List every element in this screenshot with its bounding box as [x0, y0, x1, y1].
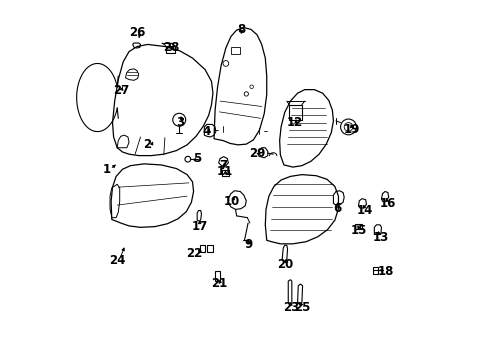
Text: 27: 27 — [112, 84, 129, 97]
Text: 1: 1 — [102, 163, 110, 176]
Text: 19: 19 — [343, 123, 360, 136]
Text: 4: 4 — [203, 125, 210, 138]
Bar — [289, 105, 301, 120]
Text: 7: 7 — [219, 159, 226, 172]
Text: 6: 6 — [333, 202, 341, 215]
Text: 9: 9 — [244, 238, 252, 251]
Bar — [165, 45, 174, 53]
Text: 13: 13 — [372, 231, 388, 244]
Text: 5: 5 — [193, 152, 201, 165]
Bar — [221, 170, 229, 176]
Text: 10: 10 — [224, 195, 240, 208]
Text: 20: 20 — [277, 258, 293, 271]
Text: 22: 22 — [186, 247, 202, 260]
Text: 12: 12 — [286, 116, 302, 129]
Bar — [215, 271, 220, 281]
Text: 23: 23 — [283, 301, 299, 314]
Text: 26: 26 — [128, 27, 145, 40]
Bar — [206, 244, 212, 252]
Text: 16: 16 — [379, 197, 395, 210]
Bar — [354, 225, 362, 229]
Bar — [230, 46, 239, 54]
Text: 18: 18 — [377, 265, 393, 278]
Text: 28: 28 — [163, 41, 179, 54]
Bar — [372, 267, 377, 274]
Text: 3: 3 — [176, 116, 183, 129]
Text: 25: 25 — [293, 301, 309, 314]
Text: 24: 24 — [109, 254, 125, 267]
Text: 29: 29 — [248, 147, 264, 159]
Text: 8: 8 — [236, 23, 244, 36]
Bar — [199, 244, 205, 252]
Text: 17: 17 — [191, 220, 207, 233]
Text: 14: 14 — [356, 204, 372, 217]
Text: 2: 2 — [143, 138, 151, 150]
Text: 11: 11 — [216, 165, 232, 177]
Text: 21: 21 — [211, 278, 227, 291]
Text: 15: 15 — [350, 224, 366, 237]
